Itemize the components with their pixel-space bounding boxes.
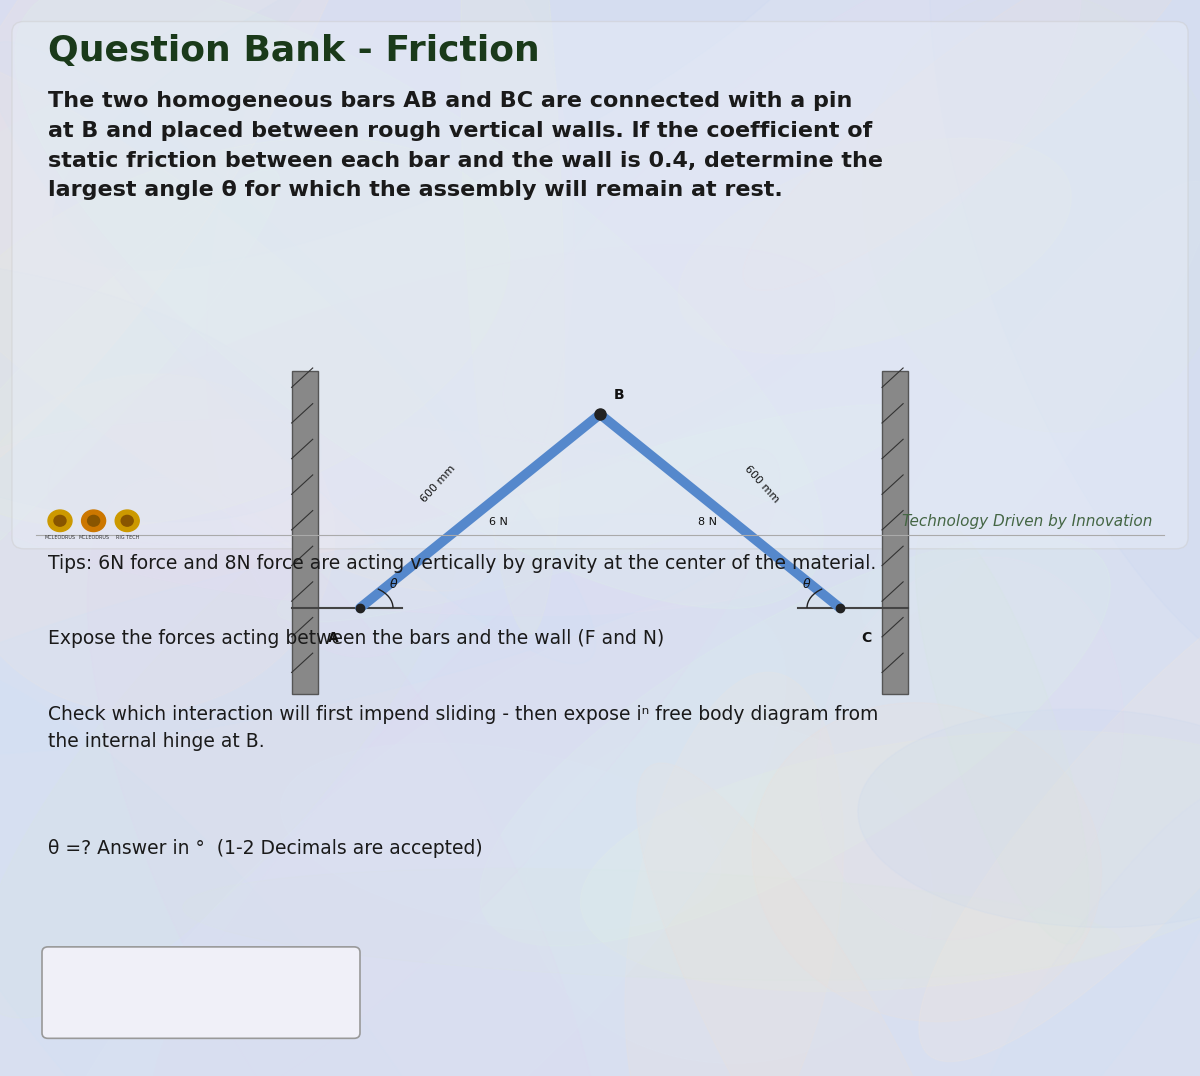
Text: MCLEODRUS: MCLEODRUS	[44, 535, 76, 540]
Ellipse shape	[0, 513, 738, 755]
Text: Technology Driven by Innovation: Technology Driven by Innovation	[901, 514, 1152, 529]
Ellipse shape	[32, 603, 786, 1076]
Text: θ: θ	[390, 578, 397, 591]
Text: 600 mm: 600 mm	[419, 464, 457, 505]
Text: 6 N: 6 N	[488, 516, 508, 527]
Circle shape	[115, 510, 139, 532]
Ellipse shape	[0, 420, 820, 615]
Text: A: A	[329, 631, 338, 646]
Ellipse shape	[743, 0, 1195, 291]
Ellipse shape	[916, 518, 1090, 944]
Text: 8 N: 8 N	[698, 516, 718, 527]
Ellipse shape	[152, 448, 780, 1076]
Text: Tips: 6N force and 8N force are acting vertically by gravity at the center of th: Tips: 6N force and 8N force are acting v…	[48, 554, 876, 574]
Text: θ: θ	[803, 578, 810, 591]
Ellipse shape	[0, 0, 431, 272]
Text: θ =? Answer in °  (1-2 Decimals are accepted): θ =? Answer in ° (1-2 Decimals are accep…	[48, 839, 482, 859]
Ellipse shape	[858, 709, 1200, 928]
Ellipse shape	[0, 138, 510, 527]
Ellipse shape	[752, 703, 1102, 1021]
Text: 600 mm: 600 mm	[743, 464, 781, 505]
Text: MCLEODRUS: MCLEODRUS	[78, 535, 109, 540]
Text: C: C	[862, 631, 871, 646]
Ellipse shape	[503, 0, 1081, 445]
Bar	[882, 371, 908, 694]
Ellipse shape	[0, 374, 335, 712]
FancyBboxPatch shape	[42, 947, 360, 1038]
Text: Check which interaction will first impend sliding - then expose iⁿ free body dia: Check which interaction will first impen…	[48, 705, 878, 751]
Ellipse shape	[625, 672, 844, 1076]
Ellipse shape	[581, 731, 1200, 992]
Bar	[292, 371, 318, 694]
Text: B: B	[614, 387, 624, 402]
Circle shape	[54, 515, 66, 526]
Circle shape	[48, 510, 72, 532]
Text: RIG TECH: RIG TECH	[115, 535, 139, 540]
Circle shape	[82, 510, 106, 532]
Ellipse shape	[817, 557, 1123, 939]
Ellipse shape	[526, 722, 932, 1063]
Ellipse shape	[0, 42, 595, 664]
Ellipse shape	[919, 549, 1200, 1062]
Ellipse shape	[0, 655, 505, 1076]
Ellipse shape	[0, 479, 462, 1018]
Circle shape	[88, 515, 100, 526]
Ellipse shape	[88, 477, 608, 1076]
Ellipse shape	[930, 0, 1200, 688]
Ellipse shape	[0, 0, 386, 511]
Ellipse shape	[277, 405, 908, 622]
FancyBboxPatch shape	[12, 22, 1188, 549]
Ellipse shape	[48, 245, 835, 547]
Ellipse shape	[14, 0, 823, 609]
Ellipse shape	[863, 0, 1200, 433]
Ellipse shape	[0, 26, 496, 591]
Ellipse shape	[0, 260, 320, 522]
Ellipse shape	[862, 181, 1200, 629]
Text: Question Bank - Friction: Question Bank - Friction	[48, 34, 540, 69]
Ellipse shape	[182, 868, 1120, 980]
Ellipse shape	[281, 742, 721, 931]
Ellipse shape	[636, 763, 990, 1076]
Ellipse shape	[53, 0, 846, 270]
Text: Expose the forces acting between the bars and the wall (F and N): Expose the forces acting between the bar…	[48, 629, 665, 649]
Ellipse shape	[678, 139, 1072, 354]
Circle shape	[121, 515, 133, 526]
Ellipse shape	[480, 536, 1110, 946]
Ellipse shape	[0, 170, 280, 670]
Text: The two homogeneous bars AB and BC are connected with a pin
at B and placed betw: The two homogeneous bars AB and BC are c…	[48, 91, 883, 200]
Ellipse shape	[206, 0, 574, 657]
Ellipse shape	[967, 788, 1200, 1076]
Ellipse shape	[461, 0, 564, 635]
